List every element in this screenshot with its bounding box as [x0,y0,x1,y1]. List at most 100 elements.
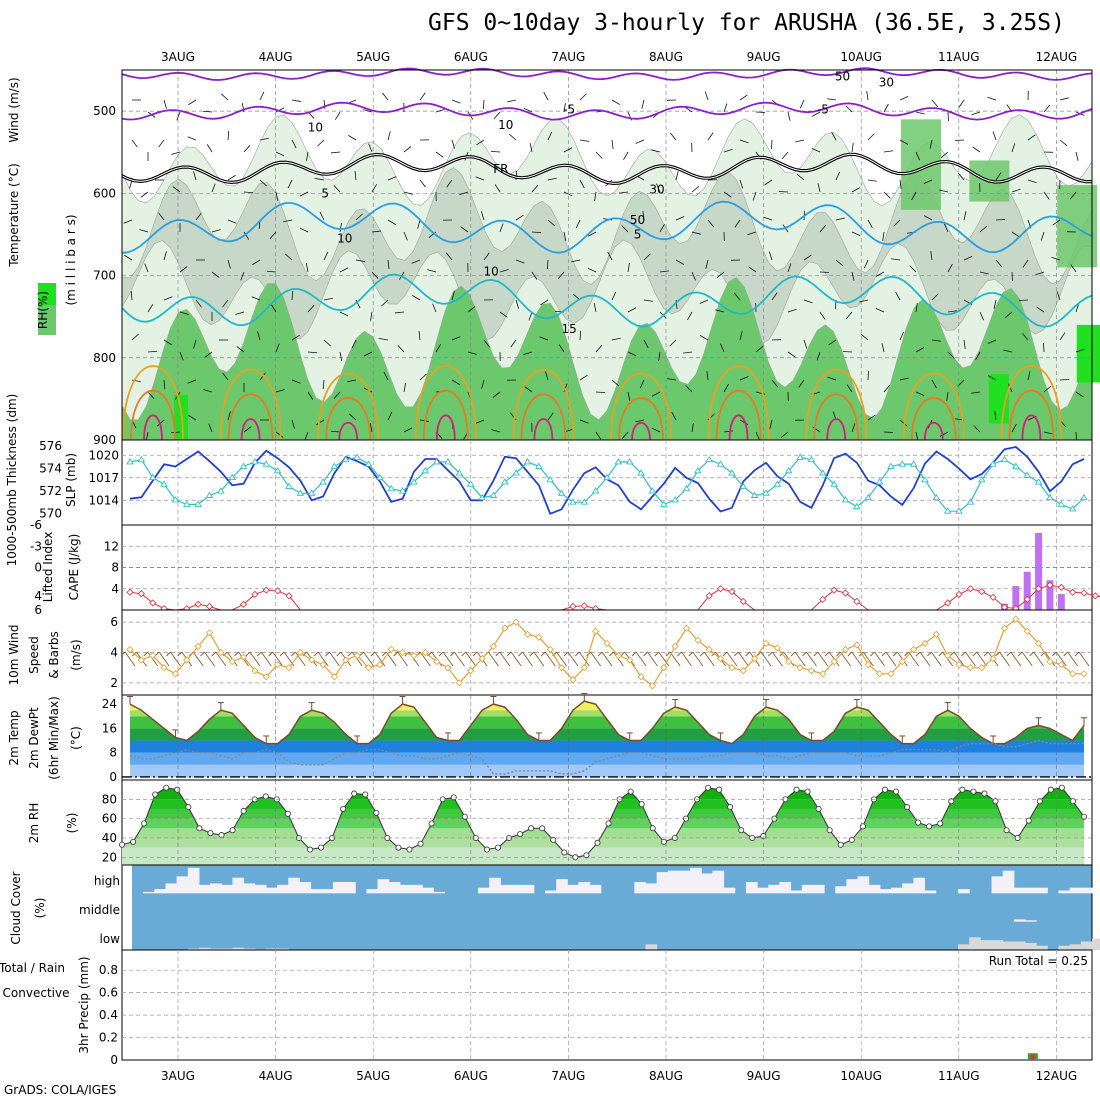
wind-axis-label: Wind (m/s) [7,77,21,142]
rh-point [583,852,590,859]
diurnal-loop [805,368,868,441]
rh-point [196,825,203,832]
wind-barb [715,309,725,313]
wind-barb [1040,231,1045,241]
wind-barb [787,308,797,313]
surface-wind-barb [522,651,533,667]
lifted-index-point [1057,583,1065,591]
wind-barb [909,265,917,273]
wind-barb [270,304,277,313]
wind-barb [931,293,939,301]
thickness-tick-label: 574 [39,462,62,476]
wind-barb [446,252,453,261]
cloud-high-bar [221,884,233,894]
wind-barb [860,333,869,341]
wind-barb [275,431,284,438]
wind10m-point [1046,658,1054,666]
surface-wind-barb [544,651,556,667]
wind10m-point [660,664,668,672]
surface-wind-barb [976,651,988,667]
cloud-high-bar [656,872,669,894]
rh-band [122,837,1084,848]
wind-barb [563,103,566,113]
lifted-index-point [285,592,293,600]
wind10m-point [285,664,293,672]
wind-barb [1075,348,1085,353]
wind-barb [510,339,517,348]
wind-barb [831,131,837,141]
wind-barb [499,311,508,318]
wind10m-point [444,664,452,672]
wind10m-point [376,661,384,669]
rh-tick-label: 60 [102,812,117,826]
cloud-high-bar [310,889,323,894]
wind-barb [987,96,997,101]
surface-wind-barb-flag [1063,651,1068,657]
wind10m-point [319,661,327,669]
diurnal-contours [122,365,1063,441]
wind-barb [587,267,597,273]
wind-barb [306,151,309,161]
surface-wind-barb [556,651,567,667]
wind-barb [563,383,568,393]
wind-barb [706,371,709,381]
rh-patch-bright [173,394,188,440]
surface-wind-barb [851,651,863,667]
wind10m-point [955,661,963,669]
wind-tick-label: 2 [110,676,118,690]
cloud-high-bar [723,887,736,894]
cloud-high-bar [198,884,211,894]
wind-barb [687,311,693,320]
cloud-high-bar [857,876,870,894]
wind-barb [947,263,953,273]
wind10m-point [626,656,634,664]
wind-barb [963,211,967,221]
wind-barb [123,219,133,224]
wind10m-point [796,664,804,672]
wind-barb [915,347,925,353]
cloud-low-bar [277,948,289,950]
wind-barb [349,413,357,421]
thickness-point [807,455,816,463]
wind-barb [958,99,965,108]
wind-barb [403,383,406,393]
wind-barb [266,270,277,273]
lifted-index-point [205,602,214,611]
rh-point [981,790,988,797]
surface-wind-barb-flag [892,651,898,657]
precip-panel-frame [121,949,1093,1061]
wind-barb [339,351,343,361]
surface-wind-barb [215,651,227,667]
surface-wind-barb [1055,651,1067,667]
wind10m-point [489,642,497,650]
wind-barb [972,146,981,153]
rh-point [1036,798,1043,805]
wind10m-point [694,636,702,644]
thickness-point [648,487,657,494]
cloud-axis-label: Cloud Cover [9,871,23,944]
surface-wind-barb-flag [995,651,1000,657]
wind-barb [670,132,677,141]
thickness-point [853,502,861,510]
cloud-high-bar [377,879,390,894]
wind-barb [387,259,390,269]
wind-barb [419,92,426,101]
thickness-point [580,498,589,505]
wind-barb [187,379,197,384]
thickness-point [376,473,384,481]
cloud-high-bar [243,883,256,894]
wind-barb [291,139,297,149]
wind-barb [707,219,714,228]
surface-wind-barb [999,651,1010,667]
wind-barb [817,183,821,193]
surface-wind-barb-flag [745,651,750,657]
wind-barb [459,191,469,196]
surface-wind-barb [771,651,783,667]
wind-barb [467,306,476,313]
cloud-high-bar [913,877,926,894]
wind10m-point [580,664,588,672]
diurnal-loop [728,414,749,441]
wind-barb [946,391,949,401]
wind-barb [515,214,524,221]
wind-barb [371,184,377,193]
